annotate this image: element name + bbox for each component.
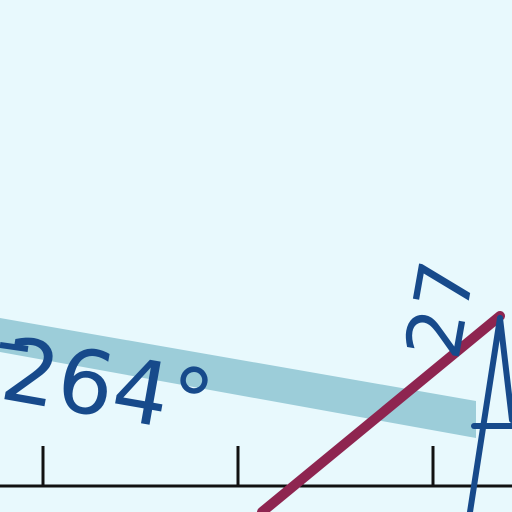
runway-edge-right [497, 315, 512, 423]
route-bearing-label: 264° [0, 317, 221, 455]
route-band [0, 318, 476, 438]
route-bearing-dash [0, 342, 29, 352]
runway-edge-left [467, 315, 503, 512]
runway-strokes [467, 315, 512, 512]
crossing-line [257, 311, 505, 512]
runway-number-label: 27 [388, 254, 492, 365]
scale-bar [0, 446, 512, 488]
